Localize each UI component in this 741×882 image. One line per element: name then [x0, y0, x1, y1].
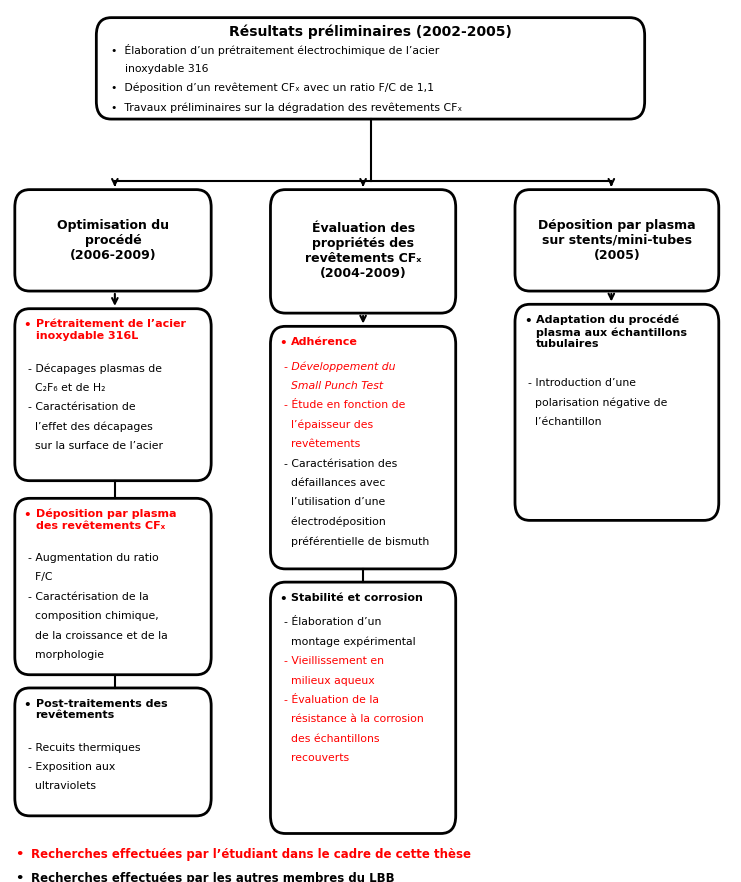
Text: électrodéposition: électrodéposition: [284, 517, 385, 527]
Text: Évaluation des
propriétés des
revêtements CFₓ
(2004-2009): Évaluation des propriétés des revêtement…: [305, 222, 422, 280]
Text: polarisation négative de: polarisation négative de: [528, 398, 668, 408]
Text: Résultats préliminaires (2002-2005): Résultats préliminaires (2002-2005): [229, 25, 512, 39]
FancyBboxPatch shape: [515, 190, 719, 291]
Text: l’épaisseur des: l’épaisseur des: [284, 420, 373, 430]
Text: •: •: [15, 848, 23, 862]
Text: •: •: [15, 872, 23, 882]
Text: C₂F₆ et de H₂: C₂F₆ et de H₂: [28, 383, 106, 392]
Text: - Exposition aux: - Exposition aux: [28, 762, 116, 772]
Text: montage expérimental: montage expérimental: [284, 637, 416, 647]
Text: •  Déposition d’un revêtement CFₓ avec un ratio F/C de 1,1: • Déposition d’un revêtement CFₓ avec un…: [111, 83, 434, 93]
Text: Post-traitements des
revêtements: Post-traitements des revêtements: [36, 699, 167, 720]
FancyBboxPatch shape: [96, 18, 645, 119]
Text: •: •: [24, 509, 31, 522]
Text: l’utilisation d’une: l’utilisation d’une: [284, 497, 385, 507]
Text: - Introduction d’une: - Introduction d’une: [528, 378, 637, 388]
Text: inoxydable 316: inoxydable 316: [111, 64, 209, 73]
Text: •: •: [24, 319, 31, 333]
FancyBboxPatch shape: [270, 582, 456, 833]
Text: - Caractérisation des: - Caractérisation des: [284, 459, 397, 468]
Text: de la croissance et de la: de la croissance et de la: [28, 631, 168, 640]
Text: défaillances avec: défaillances avec: [284, 478, 385, 488]
FancyBboxPatch shape: [15, 498, 211, 675]
Text: Adaptation du procédé
plasma aux échantillons
tubulaires: Adaptation du procédé plasma aux échanti…: [536, 315, 687, 349]
Text: sur la surface de l’acier: sur la surface de l’acier: [28, 441, 163, 451]
Text: l’échantillon: l’échantillon: [528, 417, 602, 427]
Text: Déposition par plasma
sur stents/mini-tubes
(2005): Déposition par plasma sur stents/mini-tu…: [538, 219, 696, 262]
FancyBboxPatch shape: [270, 326, 456, 569]
Text: - Décapages plasmas de: - Décapages plasmas de: [28, 363, 162, 374]
Text: préférentielle de bismuth: préférentielle de bismuth: [284, 536, 429, 547]
Text: Optimisation du
procédé
(2006-2009): Optimisation du procédé (2006-2009): [57, 219, 169, 262]
Text: Prétraitement de l’acier
inoxydable 316L: Prétraitement de l’acier inoxydable 316L: [36, 319, 185, 340]
Text: Stabilité et corrosion: Stabilité et corrosion: [291, 593, 423, 602]
Text: des échantillons: des échantillons: [284, 734, 379, 744]
Text: •  Travaux préliminaires sur la dégradation des revêtements CFₓ: • Travaux préliminaires sur la dégradati…: [111, 102, 462, 113]
Text: ultraviolets: ultraviolets: [28, 781, 96, 791]
Text: •: •: [24, 699, 31, 712]
Text: milieux aqueux: milieux aqueux: [284, 676, 374, 685]
Text: Small Punch Test: Small Punch Test: [284, 381, 383, 391]
Text: - Élaboration d’un: - Élaboration d’un: [284, 617, 381, 627]
Text: - Augmentation du ratio: - Augmentation du ratio: [28, 553, 159, 563]
FancyBboxPatch shape: [515, 304, 719, 520]
Text: - Évaluation de la: - Évaluation de la: [284, 695, 379, 705]
Text: revêtements: revêtements: [284, 439, 360, 449]
Text: •  Élaboration d’un prétraitement électrochimique de l’acier: • Élaboration d’un prétraitement électro…: [111, 44, 439, 56]
Text: Adhérence: Adhérence: [291, 337, 358, 347]
Text: - Vieillissement en: - Vieillissement en: [284, 656, 384, 666]
Text: composition chimique,: composition chimique,: [28, 611, 159, 621]
Text: F/C: F/C: [28, 572, 53, 582]
Text: Recherches effectuées par les autres membres du LBB: Recherches effectuées par les autres mem…: [31, 872, 395, 882]
Text: - Étude en fonction de: - Étude en fonction de: [284, 400, 405, 410]
Text: Déposition par plasma
des revêtements CFₓ: Déposition par plasma des revêtements CF…: [36, 509, 176, 531]
FancyBboxPatch shape: [15, 309, 211, 481]
Text: •: •: [279, 593, 287, 606]
FancyBboxPatch shape: [270, 190, 456, 313]
Text: résistance à la corrosion: résistance à la corrosion: [284, 714, 424, 724]
Text: l’effet des décapages: l’effet des décapages: [28, 422, 153, 432]
Text: - Recuits thermiques: - Recuits thermiques: [28, 743, 141, 752]
Text: Recherches effectuées par l’étudiant dans le cadre de cette thèse: Recherches effectuées par l’étudiant dan…: [31, 848, 471, 862]
Text: •: •: [524, 315, 531, 328]
FancyBboxPatch shape: [15, 190, 211, 291]
Text: morphologie: morphologie: [28, 650, 104, 660]
Text: recouverts: recouverts: [284, 753, 349, 763]
Text: - Caractérisation de la: - Caractérisation de la: [28, 592, 149, 602]
Text: - Caractérisation de: - Caractérisation de: [28, 402, 136, 412]
Text: - Développement du: - Développement du: [284, 362, 395, 372]
Text: •: •: [279, 337, 287, 350]
FancyBboxPatch shape: [15, 688, 211, 816]
